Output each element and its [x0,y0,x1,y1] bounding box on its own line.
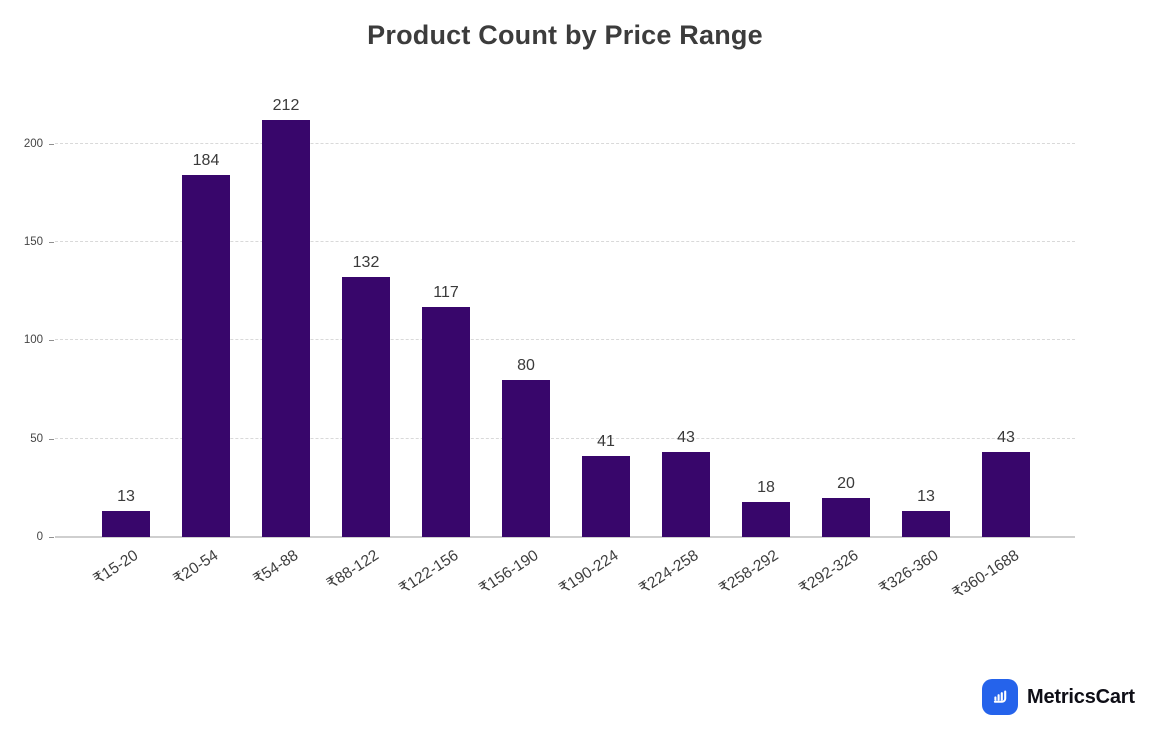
y-tick-label: 0 [36,531,43,543]
x-tick-label: ₹156-190 [476,546,542,598]
bar-value-label: 13 [917,488,935,506]
x-tick-label: ₹190-224 [556,546,622,598]
bar-₹326-360 [902,511,950,537]
y-tick-label: 200 [23,137,43,150]
y-tick-label: 100 [23,334,43,347]
gridline [55,240,1075,242]
bar-chart-cart-icon [982,679,1018,715]
gridline [55,437,1075,439]
x-tick-label: ₹326-360 [876,546,942,598]
y-tick-mark [49,438,54,440]
y-tick-mark [49,537,54,538]
x-tick-label: ₹258-292 [716,546,782,598]
x-tick-label: ₹224-258 [636,546,702,598]
bar-value-label: 132 [352,254,380,272]
bar-₹258-292 [742,501,790,537]
bar-₹20-54 [182,174,230,537]
bar-value-label: 18 [757,478,775,496]
bar-value-label: 80 [517,356,535,374]
bar-value-label: 13 [117,488,135,506]
bar-value-label: 117 [433,283,459,301]
metricscart-logo-text: MetricsCart [1027,685,1135,708]
y-tick-mark [49,340,54,342]
bar-₹224-258 [662,452,710,537]
x-tick-label: ₹20-54 [171,546,222,589]
bar-value-label: 212 [272,96,300,114]
bar-value-label: 43 [997,429,1015,447]
y-tick-label: 50 [30,432,43,445]
x-tick-label: ₹292-326 [796,546,862,598]
x-axis-line [55,536,1075,538]
bar-₹360-1688 [982,452,1030,537]
y-tick-label: 150 [23,235,43,248]
x-tick-label: ₹54-88 [251,546,302,589]
bar-₹54-88 [262,119,310,537]
y-tick-mark [49,143,54,145]
bar-₹122-156 [422,306,470,537]
bar-₹190-224 [582,456,630,537]
plot-area: ₹15-20 ₹20-54 ₹54-88 ₹88-122 ₹122-156 ₹156-19… [55,90,1075,602]
y-tick-mark [49,241,54,243]
bar-value-label: 43 [677,429,695,447]
x-tick-label: ₹122-156 [396,546,462,598]
gridline [55,339,1075,341]
x-axis-labels: ₹15-20 ₹20-54 ₹54-88 ₹88-122 ₹122-156 ₹156-19… [55,537,1075,627]
bar-₹15-20 [102,511,150,537]
x-tick-label: ₹88-122 [323,546,382,593]
bar-value-label: 184 [192,151,220,169]
y-axis: 0 50 100 150 200 [0,90,55,543]
bar-₹292-326 [822,497,870,537]
gridline [55,142,1075,144]
chart-title: Product Count by Price Range [367,20,763,50]
bar-₹156-190 [502,379,550,537]
x-tick-label: ₹15-20 [91,546,142,589]
metricscart-logo[interactable]: MetricsCart [982,679,1135,715]
x-tick-label: ₹360-1688 [949,546,1022,603]
bar-₹88-122 [342,277,390,537]
bar-value-label: 41 [597,433,615,451]
bar-value-label: 20 [837,474,855,492]
